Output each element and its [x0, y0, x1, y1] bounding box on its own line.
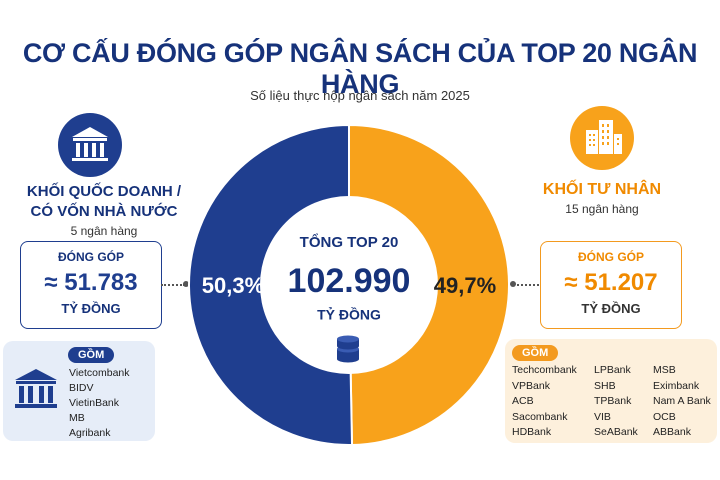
left-contribution-unit: TỶ ĐỒNG: [61, 301, 121, 316]
left-group-title-line2: CÓ VỐN NHÀ NƯỚC: [30, 203, 178, 220]
left-member-item: BIDV: [69, 382, 94, 394]
right-member-item: SeABank: [594, 426, 638, 438]
right-member-item: Nam A Bank: [653, 395, 711, 407]
right-member-item: TPBank: [594, 395, 632, 407]
right-member-item: HDBank: [512, 426, 552, 438]
right-group-title: KHỐI TƯ NHÂN: [542, 181, 662, 198]
right-member-item: VPBank: [512, 379, 550, 392]
right-connector-line: [513, 284, 539, 286]
bank-building-icon: [58, 113, 122, 177]
right-members-box: GỒM Techcombank LPBank MSB VPBank SHB Eximban…: [505, 339, 717, 443]
left-contribution-value: ≈ 51.783: [44, 269, 138, 296]
left-members-badge: GỒM: [68, 347, 115, 363]
left-connector-line: [161, 284, 185, 286]
office-buildings-icon: [570, 106, 634, 170]
left-member-item: VietinBank: [69, 397, 120, 409]
right-contribution-unit: TỶ ĐỒNG: [581, 301, 641, 316]
slice-label-right: 49,7%: [434, 273, 496, 298]
left-connector-dot: [183, 281, 189, 287]
right-member-item: Techcombank: [512, 364, 577, 376]
left-member-item: MB: [69, 412, 85, 424]
left-member-item: Agribank: [69, 427, 111, 439]
left-member-item: Vietcombank: [69, 367, 130, 379]
donut-slice-state: [188, 123, 354, 446]
center-value: 102.990: [288, 262, 411, 300]
right-contribution-box: ĐÓNG GÓP ≈ 51.207 TỶ ĐỒNG: [540, 241, 682, 329]
donut-slice-private: [348, 123, 511, 446]
coin-stack-icon: [337, 335, 359, 363]
right-member-item: LPBank: [594, 364, 631, 376]
bank-building-icon: [11, 365, 61, 420]
right-members-badge: GỒM: [512, 345, 559, 361]
right-member-item: ACB: [512, 395, 534, 407]
right-member-item: MSB: [653, 364, 676, 376]
left-contribution-box: ĐÓNG GÓP ≈ 51.783 TỶ ĐỒNG: [20, 241, 162, 329]
right-member-item: SHB: [594, 379, 616, 392]
donut-hole: [260, 196, 438, 374]
left-group-title: KHỐI QUỐC DOANH / CÓ VỐN NHÀ NƯỚC: [14, 182, 194, 222]
page-subtitle: Số liệu thực nộp ngân sách năm 2025: [250, 88, 470, 103]
right-contribution-value: ≈ 51.207: [564, 269, 658, 296]
slice-label-left: 50,3%: [202, 273, 264, 298]
left-contribution-label: ĐÓNG GÓP: [57, 250, 124, 264]
right-member-item: ABBank: [653, 426, 691, 438]
left-members-box: GỒM Vietcombank BIDV VietinBank MB Agribank: [3, 341, 155, 441]
page-title: CƠ CẤU ĐÓNG GÓP NGÂN SÁCH CỦA TOP 20 NGÂ…: [22, 38, 698, 99]
right-member-item: VIB: [594, 410, 611, 423]
center-label: TỔNG TOP 20: [300, 233, 399, 251]
right-member-item: Sacombank: [512, 410, 568, 423]
left-group-title-line1: KHỐI QUỐC DOANH /: [26, 183, 182, 200]
center-unit: TỶ ĐỒNG: [317, 306, 381, 323]
right-member-item: OCB: [653, 410, 676, 423]
right-contribution-label: ĐÓNG GÓP: [577, 250, 644, 264]
right-connector-dot: [510, 281, 516, 287]
right-group-count: 15 ngân hàng: [565, 202, 639, 216]
right-member-item: Eximbank: [653, 379, 700, 392]
left-group-count: 5 ngân hàng: [70, 224, 138, 238]
